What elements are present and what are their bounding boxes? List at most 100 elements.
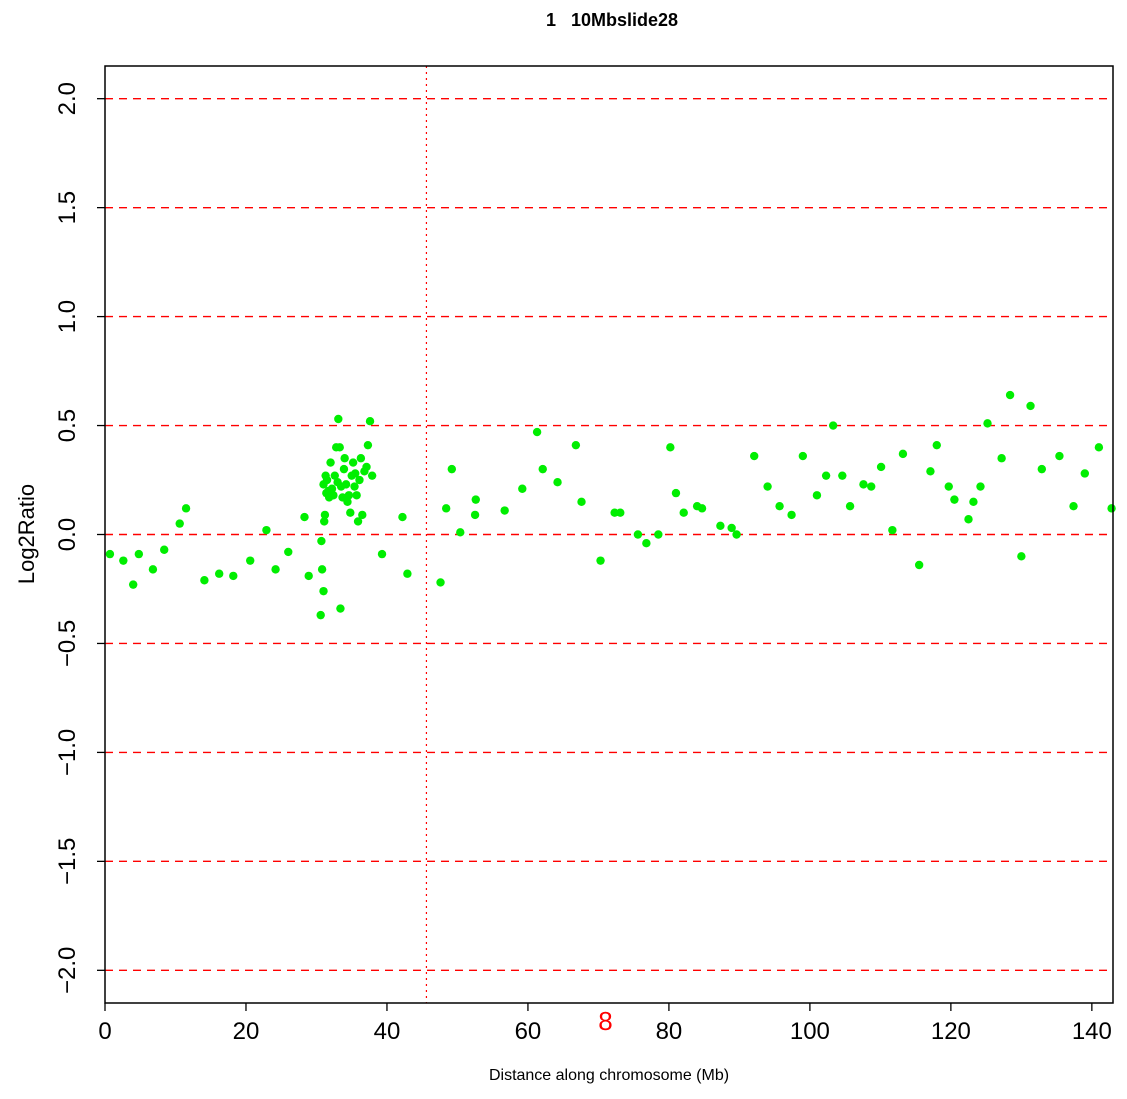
x-tick-label: 80	[656, 1018, 683, 1045]
data-point	[316, 610, 325, 620]
data-point	[340, 454, 349, 463]
data-point	[317, 565, 327, 574]
y-tick-label: 1.5	[54, 191, 81, 224]
data-point	[353, 517, 363, 526]
data-point	[969, 497, 978, 507]
y-tick-label: 0.0	[54, 518, 81, 551]
data-point	[787, 510, 796, 520]
data-point	[532, 427, 542, 437]
data-point	[763, 482, 772, 491]
data-point	[320, 510, 330, 520]
data-point	[671, 488, 681, 498]
data-point	[1094, 443, 1104, 452]
x-tick-label: 100	[790, 1018, 830, 1045]
data-point	[950, 495, 959, 504]
data-point	[355, 475, 364, 485]
data-point	[1069, 501, 1078, 511]
data-point	[365, 416, 375, 426]
data-point	[538, 464, 547, 474]
data-point	[214, 569, 224, 578]
data-point	[334, 414, 343, 424]
data-point	[828, 421, 838, 430]
data-point	[181, 504, 191, 513]
data-point	[175, 519, 184, 528]
data-point	[317, 536, 326, 546]
data-point	[319, 586, 328, 596]
data-point	[362, 462, 371, 472]
data-point	[339, 464, 349, 474]
x-tick-label: 40	[374, 1018, 401, 1045]
data-point	[352, 491, 361, 500]
data-point	[358, 510, 367, 520]
data-point	[732, 530, 741, 539]
data-point	[616, 508, 625, 517]
data-point	[983, 419, 992, 428]
data-point	[798, 451, 808, 461]
data-point	[1005, 390, 1015, 400]
data-point	[750, 451, 759, 461]
data-point	[596, 556, 605, 565]
data-point	[344, 491, 354, 500]
data-point	[341, 480, 351, 489]
data-point	[262, 525, 271, 535]
data-point	[571, 440, 581, 450]
data-point	[926, 467, 935, 476]
data-point	[932, 440, 941, 450]
y-tick-label: −1.5	[54, 838, 81, 885]
data-point	[859, 480, 868, 489]
data-point	[553, 478, 562, 487]
data-point	[775, 501, 784, 511]
data-point	[330, 471, 339, 480]
data-point	[398, 512, 407, 522]
data-point	[470, 510, 480, 520]
data-point	[128, 580, 138, 589]
data-point	[666, 443, 675, 452]
data-point	[304, 571, 313, 581]
data-point	[500, 506, 509, 515]
data-point	[105, 549, 115, 559]
data-point	[447, 464, 457, 474]
data-point	[838, 471, 847, 480]
x-tick-label: 140	[1072, 1018, 1112, 1045]
data-point	[821, 471, 831, 480]
y-tick-label: −1.0	[54, 729, 81, 776]
data-point	[1017, 552, 1026, 561]
data-point	[441, 504, 451, 513]
data-point	[997, 454, 1006, 463]
data-point	[335, 443, 344, 452]
data-point	[160, 545, 169, 554]
data-point	[336, 604, 345, 613]
data-point	[471, 495, 480, 504]
y-tick-label: −0.5	[54, 620, 81, 667]
x-tick-label: 0	[98, 1018, 111, 1045]
data-point	[1080, 469, 1090, 478]
y-tick-label: −2.0	[54, 947, 81, 994]
reference-lines	[105, 97, 1113, 972]
data-point	[200, 576, 209, 585]
chart-title: 1 10Mbslide28	[546, 10, 678, 30]
chromosome-annotation: 8	[598, 1006, 612, 1036]
data-point	[148, 565, 158, 574]
y-tick-label: 1.0	[54, 300, 81, 333]
x-axis: 0 20 40 60 80 100 120 140	[98, 1003, 1112, 1045]
x-tick-label: 120	[931, 1018, 971, 1045]
data-point	[436, 578, 445, 587]
x-tick-label: 60	[515, 1018, 542, 1045]
data-point	[322, 475, 332, 485]
data-point	[518, 484, 527, 493]
data-point	[356, 454, 366, 463]
data-point	[326, 458, 335, 467]
data-point	[351, 469, 360, 478]
data-point	[284, 547, 293, 557]
data-point	[642, 539, 651, 548]
data-point	[246, 556, 255, 565]
data-point	[1026, 401, 1035, 411]
data-points	[105, 390, 1116, 620]
data-point	[944, 482, 953, 491]
data-point	[633, 530, 643, 539]
data-point	[898, 449, 908, 459]
data-point	[1037, 464, 1047, 474]
data-point	[727, 523, 736, 533]
data-point	[867, 482, 876, 491]
